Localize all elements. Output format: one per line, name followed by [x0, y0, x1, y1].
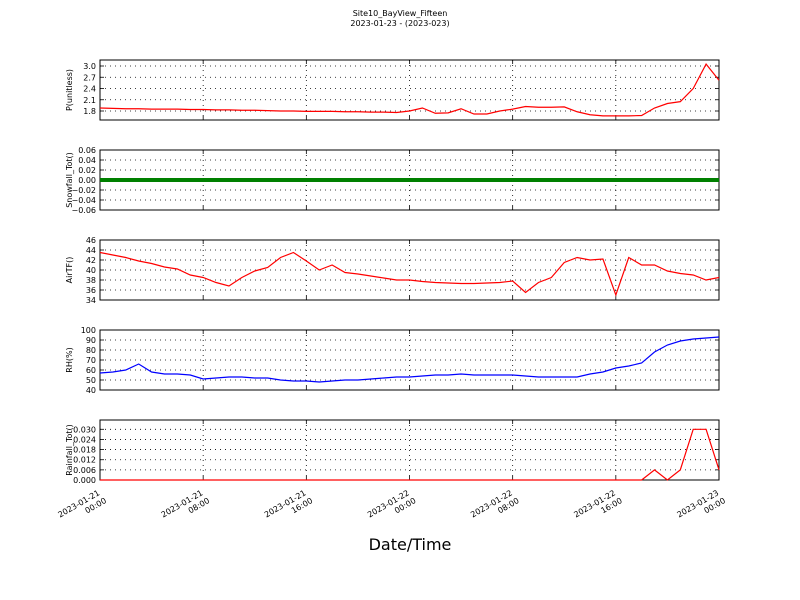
y-tick-label: 42: [86, 256, 96, 265]
y-tick-label: 60: [86, 366, 96, 375]
y-tick-label: 1.8: [83, 107, 96, 116]
y-tick-label: 70: [86, 356, 96, 365]
y-tick-label: 100: [81, 326, 96, 335]
y-tick-label: 2.4: [83, 85, 96, 94]
y-tick-label: 0.018: [73, 446, 96, 455]
y-tick-label: 36: [86, 286, 96, 295]
y-tick-label: 0.02: [78, 166, 96, 175]
y-tick-label: 0.00: [78, 176, 96, 185]
plot-frame: [99, 329, 720, 391]
y-tick-label: 50: [86, 376, 96, 385]
y-tick-label: 46: [86, 236, 96, 245]
plot-frame: [99, 59, 720, 121]
plot-frame: [99, 239, 720, 301]
y-tick-label: −0.06: [71, 206, 96, 215]
y-tick-label: −0.04: [71, 196, 96, 205]
y-tick-label: 2.7: [83, 73, 96, 82]
y-axis-label: Rainfall_Tot(): [65, 424, 74, 476]
y-tick-label: 3.0: [83, 62, 96, 71]
data-line: [99, 336, 720, 383]
data-line: [100, 428, 720, 481]
y-tick-label: 0.030: [73, 425, 96, 434]
y-axis-label: AirTF(): [65, 257, 74, 284]
y-tick-label: 0.024: [73, 435, 96, 444]
y-axis-label: RH(%): [65, 347, 74, 372]
data-line: [99, 251, 720, 297]
y-tick-label: 0.04: [78, 156, 96, 165]
chart-subtitle: 2023-01-23 - (2023-023): [350, 19, 449, 28]
y-tick-label: 90: [86, 336, 96, 345]
y-tick-label: −0.02: [71, 186, 96, 195]
chart-title: Site10_BayView_Fifteen: [353, 9, 448, 18]
y-tick-label: 0.06: [78, 146, 96, 155]
y-axis-label: Snowfall_Tot(): [65, 152, 74, 208]
y-tick-label: 40: [86, 266, 96, 275]
y-tick-label: 0.012: [73, 456, 96, 465]
y-tick-label: 44: [86, 246, 96, 255]
y-tick-label: 0.006: [73, 466, 96, 475]
y-axis-label: P(unitless): [65, 69, 74, 111]
y-tick-label: 40: [86, 386, 96, 395]
y-tick-label: 38: [86, 276, 96, 285]
y-tick-label: 0.000: [73, 476, 96, 485]
y-tick-label: 34: [86, 296, 96, 305]
y-tick-label: 80: [86, 346, 96, 355]
y-tick-label: 2.1: [83, 96, 96, 105]
x-axis-label: Date/Time: [369, 535, 452, 554]
data-line: [99, 63, 720, 117]
